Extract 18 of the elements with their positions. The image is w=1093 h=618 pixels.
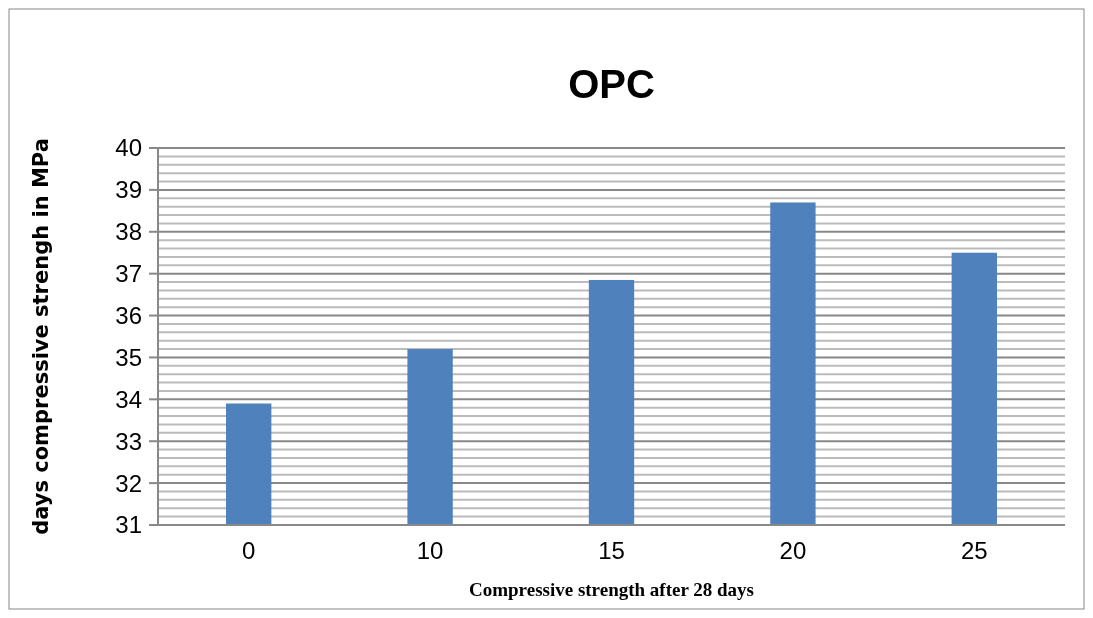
x-tick-label: 0	[242, 537, 256, 564]
y-tick-label: 36	[115, 301, 142, 329]
y-tick-label: 31	[115, 511, 142, 539]
y-tick-label: 37	[115, 260, 142, 288]
y-tick-label: 34	[115, 385, 142, 413]
x-tick-label: 25	[960, 537, 988, 564]
y-axis-title: days compressive strengh in MPa	[29, 138, 53, 535]
x-axis-title: Compressive strength after 28 days	[469, 579, 754, 600]
y-tick-label: 40	[115, 134, 142, 162]
x-tick-label: 10	[416, 537, 444, 564]
y-tick-label: 39	[115, 176, 142, 204]
y-tick-label: 33	[115, 427, 142, 455]
x-tick-label: 15	[598, 537, 625, 564]
x-tick-label: 20	[779, 537, 807, 564]
chart-title: OPC	[568, 62, 655, 106]
y-tick-label: 35	[115, 343, 142, 371]
y-tick-label: 32	[115, 469, 142, 497]
y-tick-label: 38	[115, 218, 142, 246]
